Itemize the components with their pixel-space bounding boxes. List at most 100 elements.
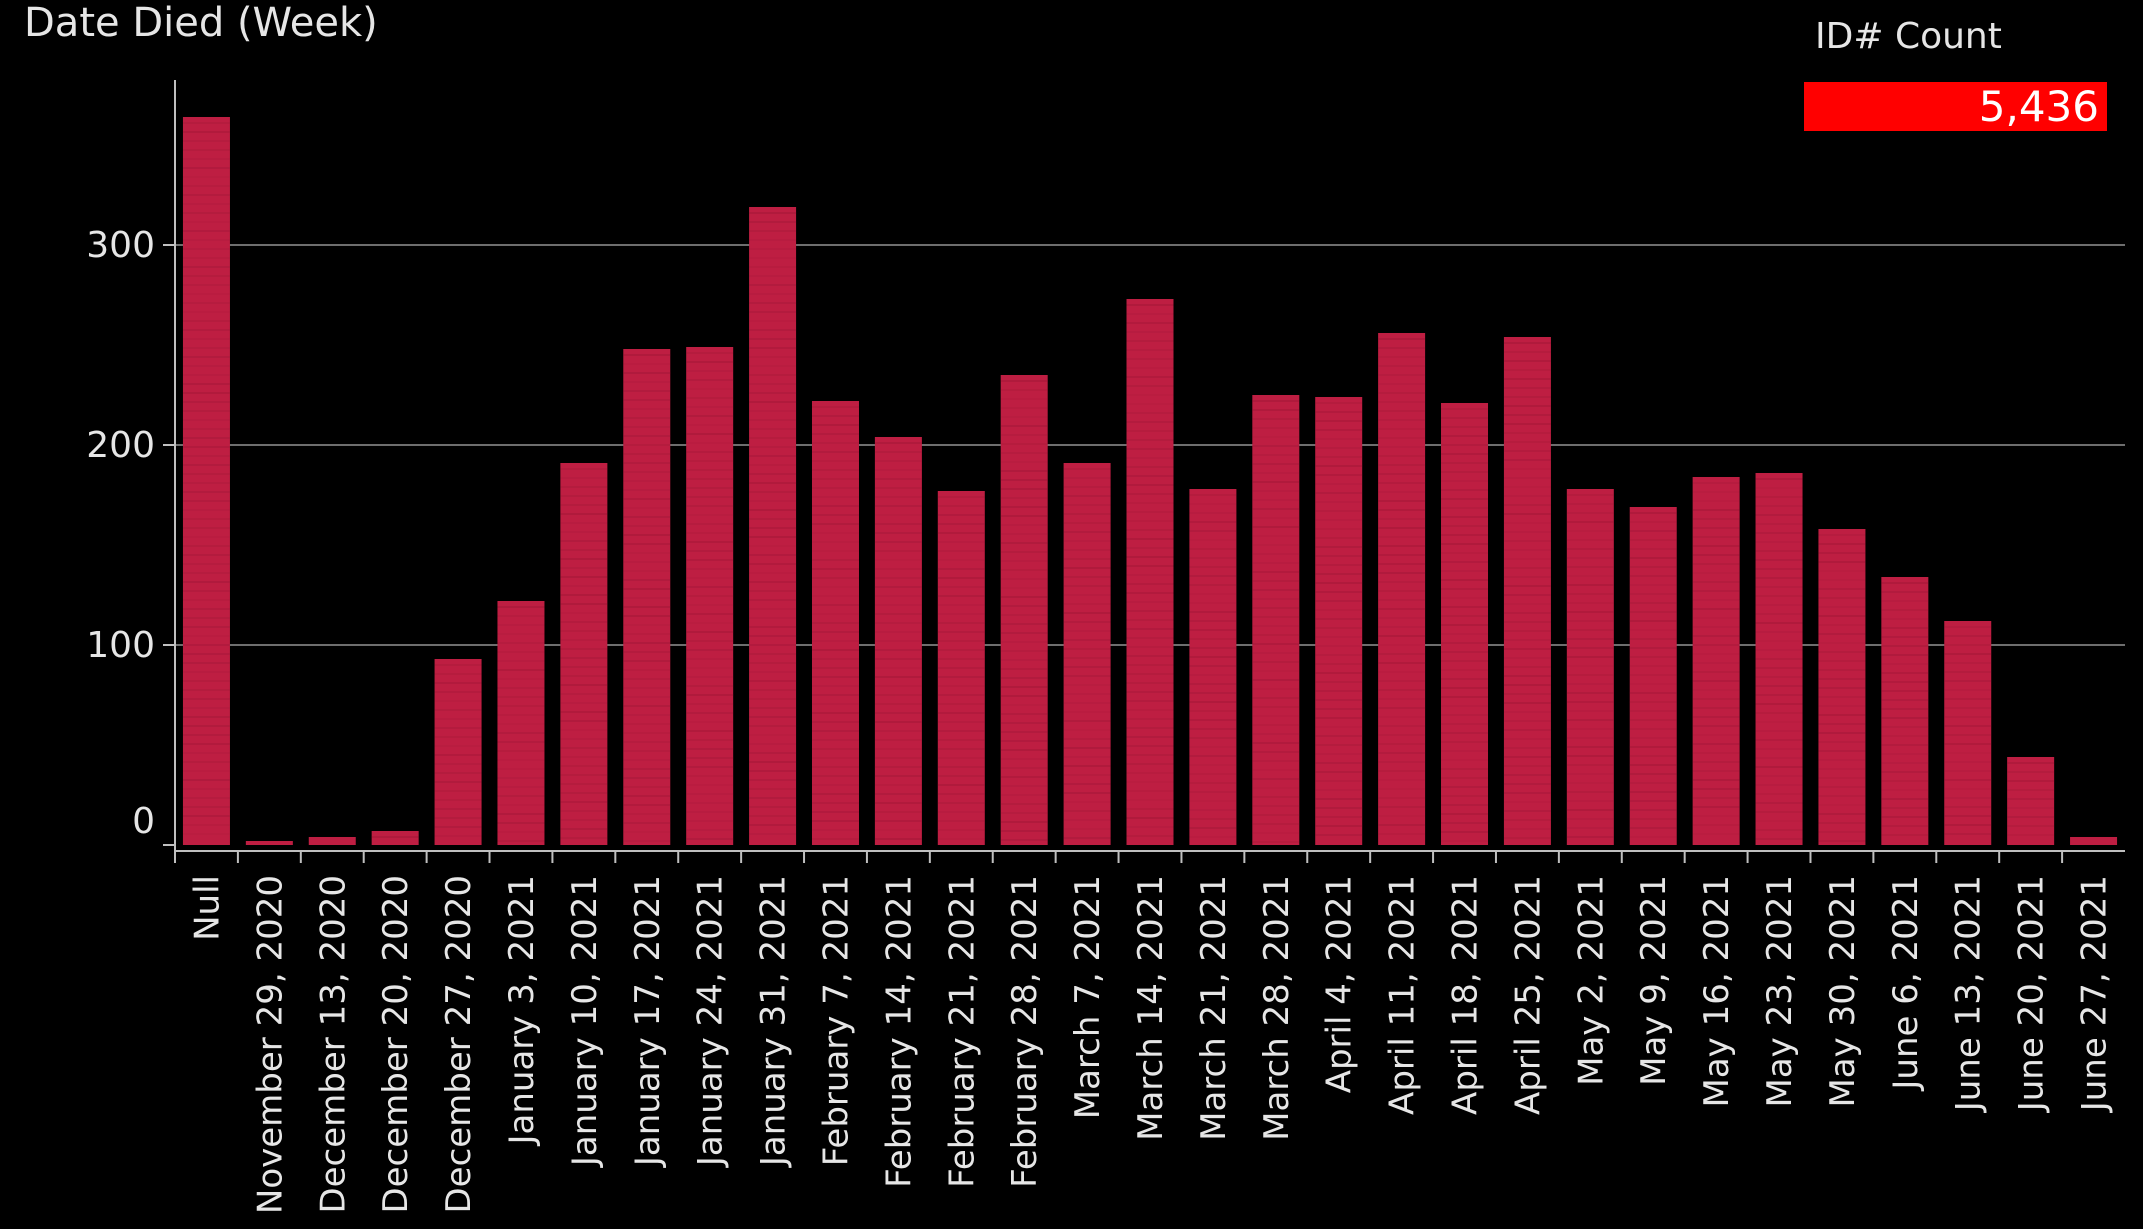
bar-fill xyxy=(1126,299,1174,845)
x-tick-label: June 6, 2021 xyxy=(1886,875,1926,1092)
axes xyxy=(163,80,2125,863)
bar[interactable] xyxy=(623,349,671,845)
bar-fill xyxy=(623,349,671,845)
x-tick-label: January 24, 2021 xyxy=(691,875,731,1168)
y-tick-labels: 0 100 200 300 xyxy=(86,225,155,842)
bar[interactable] xyxy=(308,837,356,845)
bar-fill xyxy=(1629,507,1677,845)
bar[interactable] xyxy=(1692,477,1740,845)
chart-title: Date Died (Week) xyxy=(24,0,378,46)
bar[interactable] xyxy=(1315,397,1363,845)
y-tick-label: 200 xyxy=(86,425,155,466)
bar[interactable] xyxy=(1378,333,1426,845)
bar[interactable] xyxy=(497,601,545,845)
bar-fill xyxy=(245,841,293,845)
bar-fill xyxy=(1692,477,1740,845)
bar-fill xyxy=(560,463,608,845)
x-tick-label: February 21, 2021 xyxy=(942,875,982,1188)
bar[interactable] xyxy=(1566,489,1614,845)
x-tick-label: Null xyxy=(187,875,227,941)
bar-fill xyxy=(2007,757,2055,845)
bar[interactable] xyxy=(1126,299,1174,845)
bar[interactable] xyxy=(2007,757,2055,845)
x-tick-label: April 18, 2021 xyxy=(1446,875,1486,1115)
x-tick-label: June 27, 2021 xyxy=(2075,875,2115,1113)
bar-fill xyxy=(1755,473,1803,845)
bar-fill xyxy=(1063,463,1111,845)
bar-fill xyxy=(1441,403,1489,845)
x-tick-label: February 14, 2021 xyxy=(879,875,919,1188)
x-tick-label: December 27, 2020 xyxy=(439,875,479,1214)
bar[interactable] xyxy=(245,841,293,845)
x-tick-label: January 10, 2021 xyxy=(565,875,605,1168)
x-tick-label: May 30, 2021 xyxy=(1823,875,1863,1108)
y-tick-label: 100 xyxy=(86,625,155,666)
bar[interactable] xyxy=(1881,577,1929,845)
x-tick-label: December 20, 2020 xyxy=(376,875,416,1214)
bar-fill xyxy=(371,831,419,845)
x-tick-label: February 7, 2021 xyxy=(816,875,856,1166)
bar-fill xyxy=(182,117,230,845)
bar-fill xyxy=(937,491,985,845)
bar-fill xyxy=(811,401,859,845)
bar-fill xyxy=(308,837,356,845)
bar[interactable] xyxy=(686,347,734,845)
bar-fill xyxy=(1252,395,1300,845)
bar[interactable] xyxy=(874,437,922,845)
bar-fill xyxy=(1818,529,1866,845)
bar[interactable] xyxy=(749,207,797,845)
x-tick-label: April 25, 2021 xyxy=(1508,875,1548,1115)
bar[interactable] xyxy=(1000,375,1048,845)
bar-fill xyxy=(1189,489,1237,845)
x-tick-label: March 7, 2021 xyxy=(1068,875,1108,1119)
bar[interactable] xyxy=(811,401,859,845)
bar-fill xyxy=(1566,489,1614,845)
bar-fill xyxy=(1000,375,1048,845)
bar[interactable] xyxy=(1755,473,1803,845)
bar[interactable] xyxy=(1503,337,1551,845)
bar[interactable] xyxy=(1063,463,1111,845)
bar[interactable] xyxy=(937,491,985,845)
bar[interactable] xyxy=(1441,403,1489,845)
y-tick-label: 300 xyxy=(86,225,155,266)
legend-title: ID# Count xyxy=(1815,16,2002,57)
bar[interactable] xyxy=(1629,507,1677,845)
x-tick-label: June 20, 2021 xyxy=(2012,875,2052,1113)
x-tick-label: April 11, 2021 xyxy=(1383,875,1423,1115)
x-tick-label: February 28, 2021 xyxy=(1005,875,1045,1188)
bar-fill xyxy=(1315,397,1363,845)
x-tick-label: June 13, 2021 xyxy=(1949,875,1989,1113)
x-tick-label: January 17, 2021 xyxy=(628,875,668,1168)
bar[interactable] xyxy=(182,117,230,845)
bar-fill xyxy=(497,601,545,845)
bar[interactable] xyxy=(1189,489,1237,845)
bar-fill xyxy=(1881,577,1929,845)
bar[interactable] xyxy=(434,659,482,845)
y-tick-label: 0 xyxy=(132,801,155,842)
bar-fill xyxy=(874,437,922,845)
legend-color-bar: 5,436 xyxy=(1804,82,2107,131)
x-tick-label: January 3, 2021 xyxy=(502,875,542,1146)
bar-fill xyxy=(686,347,734,845)
x-tick-label: May 23, 2021 xyxy=(1760,875,1800,1108)
x-tick-label: March 14, 2021 xyxy=(1131,875,1171,1141)
x-tick-label: November 29, 2020 xyxy=(250,875,290,1214)
x-tick-label: March 21, 2021 xyxy=(1194,875,1234,1141)
bar-fill xyxy=(2070,837,2118,845)
bar[interactable] xyxy=(371,831,419,845)
x-tick-label: March 28, 2021 xyxy=(1257,875,1297,1141)
bar[interactable] xyxy=(1252,395,1300,845)
x-tick-label: April 4, 2021 xyxy=(1320,875,1360,1093)
bar[interactable] xyxy=(2070,837,2118,845)
bar[interactable] xyxy=(1944,621,1992,845)
bar-fill xyxy=(1944,621,1992,845)
bar[interactable] xyxy=(560,463,608,845)
x-tick-label: May 9, 2021 xyxy=(1634,875,1674,1086)
legend-total-value: 5,436 xyxy=(1978,82,2099,131)
x-tick-label: May 16, 2021 xyxy=(1697,875,1737,1108)
bar[interactable] xyxy=(1818,529,1866,845)
bars xyxy=(182,117,2118,845)
bar-fill xyxy=(434,659,482,845)
bar-fill xyxy=(1503,337,1551,845)
